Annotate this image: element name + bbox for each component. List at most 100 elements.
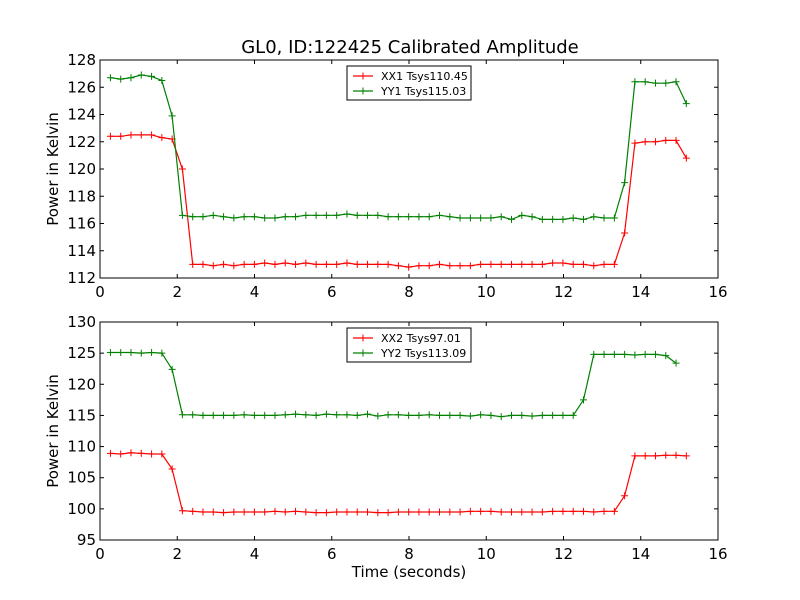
data-point xyxy=(209,508,217,516)
data-point xyxy=(168,112,176,120)
x-tick-label: 16 xyxy=(708,283,727,301)
y-tick-label: 115 xyxy=(67,406,96,424)
data-point xyxy=(549,411,557,419)
data-point xyxy=(425,508,433,516)
data-point xyxy=(189,507,197,515)
data-point xyxy=(651,79,659,87)
data-point xyxy=(579,396,587,404)
data-point xyxy=(292,410,300,418)
data-point xyxy=(518,211,526,219)
data-point xyxy=(662,451,670,459)
data-point xyxy=(394,262,402,270)
data-point xyxy=(466,214,474,222)
data-point xyxy=(178,165,186,173)
y-tick-label: 124 xyxy=(67,106,96,124)
data-point xyxy=(364,260,372,268)
data-point xyxy=(641,350,649,358)
data-point xyxy=(621,179,629,187)
data-point xyxy=(508,411,516,419)
data-point xyxy=(322,410,330,418)
data-point xyxy=(651,452,659,460)
data-point xyxy=(425,213,433,221)
data-point xyxy=(641,452,649,460)
data-point xyxy=(137,131,145,139)
data-point xyxy=(261,508,269,516)
data-point xyxy=(271,507,279,515)
data-point xyxy=(343,210,351,218)
data-point xyxy=(631,139,639,147)
data-point xyxy=(189,260,197,268)
data-point xyxy=(374,509,382,517)
x-tick-label: 4 xyxy=(250,283,260,301)
data-point xyxy=(528,508,536,516)
data-point xyxy=(117,132,125,140)
y-tick-label: 126 xyxy=(67,78,96,96)
y-tick-label: 95 xyxy=(77,531,96,549)
chart-panel-top: 0 2 4 6 8 10 12 14 16 112 114 116 118 120 122 124 126 128… xyxy=(44,51,728,301)
data-point xyxy=(405,411,413,419)
data-point xyxy=(364,410,372,418)
data-point xyxy=(425,411,433,419)
data-point xyxy=(394,411,402,419)
data-point xyxy=(261,411,269,419)
data-point xyxy=(528,260,536,268)
y-tick-label: 120 xyxy=(67,160,96,178)
series-line-0 xyxy=(110,134,687,268)
data-point xyxy=(425,262,433,270)
data-point xyxy=(538,215,546,223)
y-tick-label: 110 xyxy=(67,438,96,456)
data-point xyxy=(579,507,587,515)
y-tick-label: 130 xyxy=(67,313,96,331)
data-point xyxy=(600,214,608,222)
y-tick-label: 112 xyxy=(67,269,96,287)
data-point xyxy=(343,508,351,516)
data-point xyxy=(312,411,320,419)
data-point xyxy=(261,214,269,222)
legend-marker xyxy=(359,349,367,357)
y-tick-label: 125 xyxy=(67,344,96,362)
data-point xyxy=(569,411,577,419)
legend-marker xyxy=(359,87,367,95)
x-tick-label: 2 xyxy=(172,283,182,301)
legend-box xyxy=(346,65,472,101)
data-point xyxy=(230,214,238,222)
data-point xyxy=(436,260,444,268)
data-point xyxy=(590,262,598,270)
data-point xyxy=(549,259,557,267)
data-point xyxy=(178,411,186,419)
data-point xyxy=(549,215,557,223)
data-point xyxy=(487,507,495,515)
x-tick-label: 14 xyxy=(631,283,650,301)
data-point xyxy=(446,411,454,419)
data-point xyxy=(590,350,598,358)
data-point xyxy=(178,507,186,515)
data-point xyxy=(168,465,176,473)
data-point xyxy=(384,213,392,221)
data-point xyxy=(374,260,382,268)
data-point xyxy=(240,260,248,268)
legend-marker xyxy=(359,334,367,342)
data-point xyxy=(230,411,238,419)
data-point xyxy=(651,350,659,358)
data-point xyxy=(343,411,351,419)
data-point xyxy=(158,134,166,142)
data-point xyxy=(569,260,577,268)
data-point xyxy=(487,411,495,419)
data-point xyxy=(415,508,423,516)
data-point xyxy=(631,351,639,359)
data-point xyxy=(137,449,145,457)
data-point xyxy=(672,78,680,86)
data-point xyxy=(610,214,618,222)
data-point xyxy=(446,262,454,270)
data-point xyxy=(127,74,135,82)
data-point xyxy=(220,213,228,221)
data-point xyxy=(333,508,341,516)
data-point xyxy=(528,213,536,221)
data-point xyxy=(590,508,598,516)
data-point xyxy=(384,260,392,268)
data-point xyxy=(209,262,217,270)
data-point xyxy=(343,259,351,267)
data-point xyxy=(487,214,495,222)
data-point xyxy=(384,411,392,419)
data-point xyxy=(220,260,228,268)
